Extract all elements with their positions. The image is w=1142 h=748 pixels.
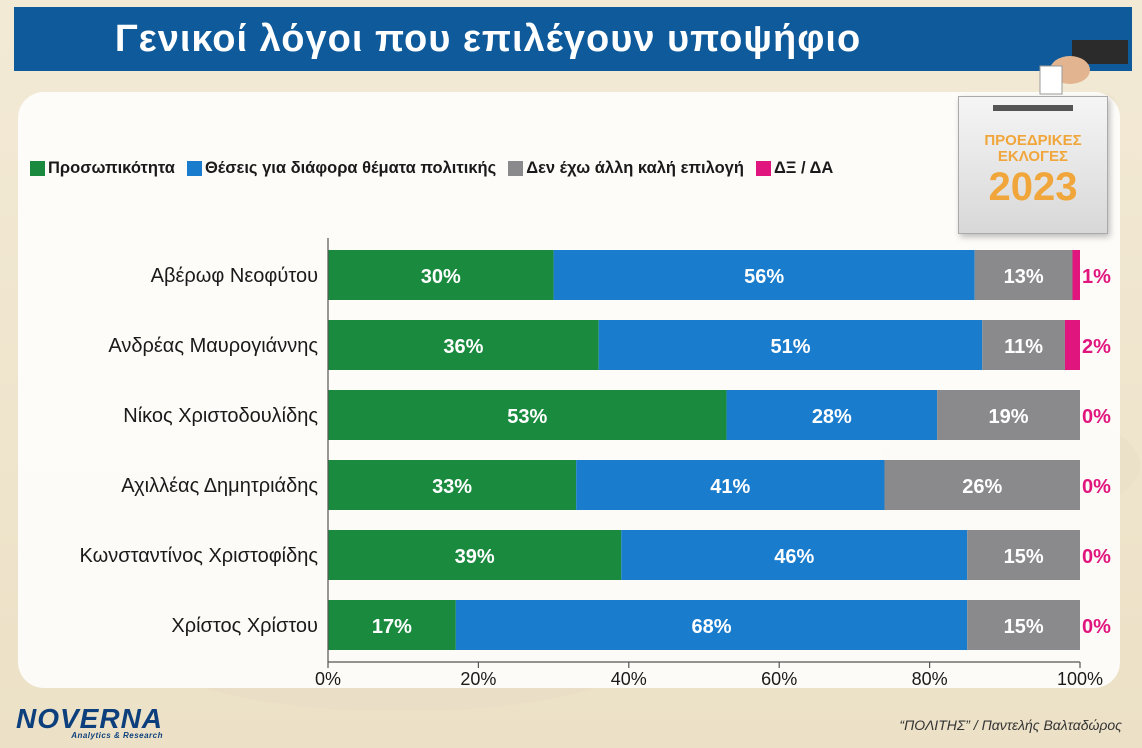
data-label: 1%: [1082, 266, 1111, 288]
hand-ballot-icon: [1039, 40, 1128, 95]
bar-segment: [328, 390, 727, 440]
data-label: 17%: [372, 616, 412, 638]
bar-segment: [884, 460, 1080, 510]
legend-swatch: [30, 160, 45, 176]
bar-segment: [726, 390, 938, 440]
category-label: Νίκος Χριστοδουλίδης: [123, 405, 318, 427]
source-credit: “ΠΟΛΙΤΗΣ” / Παντελής Βαλταδώρος: [899, 717, 1122, 733]
ballot-box-badge: ΠΡΟΕΔΡΙΚΕΣ ΕΚΛΟΓΕΣ 2023: [958, 96, 1108, 234]
logo-subtitle: Analytics & Research: [71, 731, 164, 740]
data-label: 15%: [1004, 616, 1044, 638]
legend-swatch: [508, 160, 524, 176]
data-label: 68%: [692, 616, 732, 638]
legend-label: ΔΞ / ΔΑ: [773, 158, 834, 177]
legend-item: ΔΞ / ΔΑ: [755, 158, 834, 178]
x-tick-label: 80%: [912, 669, 948, 689]
legend-swatch: [755, 160, 771, 176]
legend-swatch: [186, 160, 202, 176]
data-label: 53%: [507, 406, 547, 428]
data-label: 0%: [1082, 546, 1111, 568]
bar-segment: [621, 530, 968, 580]
x-tick-label: 0%: [315, 669, 341, 689]
bar-segment: [1072, 250, 1080, 300]
bar-segment: [328, 530, 622, 580]
bar-segment: [937, 390, 1080, 440]
data-label: 0%: [1082, 406, 1111, 428]
data-label: 11%: [1004, 336, 1043, 358]
legend-label: Προσωπικότητα: [48, 158, 175, 177]
bar-segment: [328, 320, 599, 370]
data-label: 33%: [432, 476, 472, 498]
data-label: 56%: [744, 266, 784, 288]
data-label: 13%: [1004, 266, 1044, 288]
data-label: 19%: [989, 406, 1029, 428]
bar-segment: [967, 530, 1080, 580]
legend-label: Θέσεις για διάφορα θέματα πολιτικής: [204, 158, 497, 177]
bar-segment: [967, 600, 1080, 650]
category-label: Κωνσταντίνος Χριστοφίδης: [80, 545, 319, 567]
category-label: Χρίστος Χρίστου: [171, 615, 318, 637]
data-label: 51%: [770, 336, 810, 358]
bar-segment: [982, 320, 1065, 370]
category-label: Αβέρωφ Νεοφύτου: [151, 265, 318, 287]
badge-line1: ΠΡΟΕΔΡΙΚΕΣ: [984, 132, 1082, 149]
data-label: 0%: [1082, 616, 1111, 638]
bar-segment: [576, 460, 885, 510]
x-tick-label: 40%: [611, 669, 647, 689]
bar-segment: [328, 250, 554, 300]
x-tick-label: 20%: [460, 669, 496, 689]
data-label: 28%: [812, 406, 852, 428]
data-label: 26%: [962, 476, 1002, 498]
ballot-slot: [993, 105, 1073, 111]
legend: Προσωπικότητα Θέσεις για διάφορα θέματα …: [30, 155, 845, 181]
legend-item: Θέσεις για διάφορα θέματα πολιτικής: [186, 158, 497, 178]
title-bar: Γενικοί λόγοι που επιλέγουν υποψήφιο: [14, 7, 1132, 71]
logo-name: NOVERNA: [16, 703, 164, 734]
data-label: 2%: [1082, 336, 1111, 358]
x-tick-label: 60%: [761, 669, 797, 689]
bar-segment: [974, 250, 1073, 300]
legend-label: Δεν έχω άλλη καλή επιλογή: [526, 158, 744, 177]
legend-item: Προσωπικότητα: [30, 159, 175, 178]
category-label: Ανδρέας Μαυρογιάννης: [108, 335, 318, 357]
data-label: 41%: [710, 476, 750, 498]
data-label: 0%: [1082, 476, 1111, 498]
bar-segment: [553, 250, 975, 300]
bar-segment: [598, 320, 983, 370]
data-label: 39%: [455, 546, 495, 568]
bar-segment: [1064, 320, 1080, 370]
bar-segment: [455, 600, 968, 650]
chart-title: Γενικοί λόγοι που επιλέγουν υποψήφιο: [114, 17, 862, 60]
bar-segment: [328, 600, 456, 650]
legend-item: Δεν έχω άλλη καλή επιλογή: [508, 159, 744, 178]
category-label: Αχιλλέας Δημητριάδης: [121, 475, 318, 497]
badge-line2: ΕΚΛΟΓΕΣ: [997, 148, 1069, 165]
data-label: 36%: [443, 336, 483, 358]
x-tick-label: 100%: [1057, 669, 1103, 689]
data-label: 30%: [421, 266, 461, 288]
data-label: 46%: [774, 546, 814, 568]
bar-segment: [328, 460, 577, 510]
noverna-logo: NOVERNA Analytics & Research: [16, 703, 163, 740]
data-label: 15%: [1004, 546, 1044, 568]
badge-year: 2023: [988, 165, 1078, 209]
